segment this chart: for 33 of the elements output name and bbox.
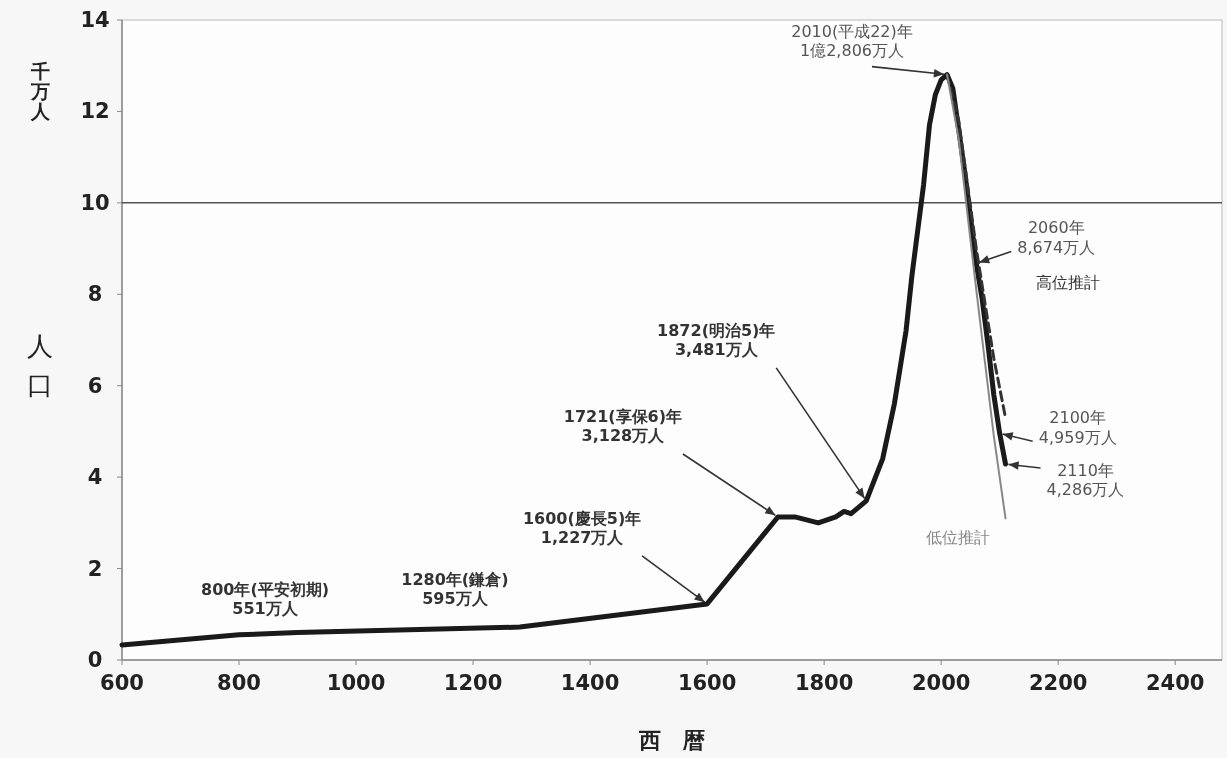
x-tick-label: 1600: [677, 671, 737, 695]
x-tick-label: 1200: [443, 671, 503, 695]
y-tick-label: 14: [80, 8, 110, 32]
y-tick-label: 12: [80, 99, 110, 124]
y-tick-label: 2: [87, 556, 103, 581]
y-tick-label: 0: [87, 648, 103, 672]
x-tick-label: 800: [217, 671, 261, 695]
x-tick-label: 2000: [911, 671, 971, 695]
annotation: 1600(慶長5)年 1,227万人: [522, 508, 642, 548]
text: 高位推計: [1035, 272, 1100, 292]
y-axis-title: 人口: [27, 331, 53, 400]
x-tick-label: 1800: [794, 671, 854, 695]
x-tick-label: 600: [100, 671, 144, 695]
annotation: 2010(平成22)年 1億2,806万人: [791, 21, 913, 60]
y-tick-label: 10: [80, 190, 110, 215]
y-tick-label: 6: [87, 373, 103, 398]
series-label: 低位推計: [925, 528, 990, 548]
x-tick-label: 2400: [1145, 671, 1205, 695]
annotation: 1721(享保6)年 3,128万人: [563, 407, 683, 446]
y-tick-label: 8: [87, 282, 103, 307]
x-axis-title: 西 暦: [638, 728, 705, 753]
annotation: 2110年 4,286万人: [1046, 461, 1125, 500]
text: 千万人: [29, 60, 51, 122]
annotation: 2060年 8,674万人: [1017, 218, 1096, 257]
line-series: [946, 73, 1007, 520]
y-tick-label: 4: [87, 465, 103, 490]
annotation: 1280年(鎌倉) 595万人: [401, 569, 509, 608]
annotation: 2100年 4,959万人: [1038, 408, 1117, 447]
x-tick-label: 1400: [560, 671, 620, 695]
annotation: 1872(明治5)年 3,481万人: [657, 320, 776, 360]
x-tick-label: 1000: [326, 671, 386, 695]
annotation: 800年(平安初期) 551万人: [201, 579, 330, 619]
x-tick-label: 2200: [1028, 671, 1088, 695]
